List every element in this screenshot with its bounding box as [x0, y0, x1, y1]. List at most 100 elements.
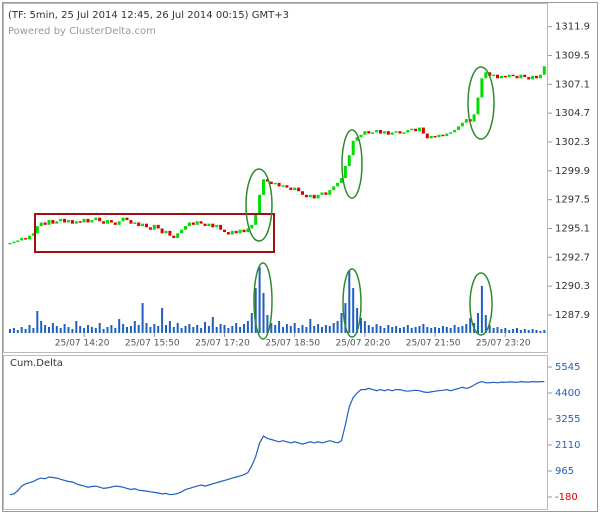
volume-bar — [391, 327, 394, 333]
candle — [464, 119, 468, 123]
candle — [145, 223, 148, 228]
y-tick-label: 1304.7 — [555, 108, 590, 119]
volume-bar — [75, 321, 78, 333]
volume-bar — [492, 328, 495, 333]
candle — [90, 220, 94, 223]
candle — [187, 222, 191, 227]
candle — [285, 185, 289, 188]
candle — [67, 220, 70, 223]
highlight-ellipse — [469, 272, 493, 336]
candle — [515, 75, 519, 79]
volume-bar — [28, 325, 31, 333]
volume-bar — [215, 327, 218, 333]
volume-bar — [324, 325, 327, 333]
volume-bar — [176, 323, 179, 333]
candle — [74, 221, 78, 224]
volume-bar — [149, 327, 152, 333]
volume-bar — [200, 328, 203, 333]
marks: 1311.9 1309.5 1307.1 1304.7 1302.3 1299.9 1297… — [8, 22, 590, 503]
volume-bar — [83, 328, 86, 333]
y-tick-label: 1307.1 — [555, 79, 590, 90]
candle — [293, 187, 297, 191]
candle — [273, 182, 277, 185]
y-tick-label: 1302.3 — [555, 137, 590, 148]
candle — [8, 242, 12, 245]
volume-bar — [12, 328, 15, 333]
candle — [371, 132, 375, 134]
candle — [269, 181, 273, 185]
volume-bar — [184, 326, 187, 333]
candle — [531, 75, 535, 80]
volume-bar — [328, 326, 331, 333]
volume-bar — [243, 324, 245, 333]
candle — [195, 221, 199, 225]
candle — [94, 217, 98, 221]
candle — [176, 233, 180, 239]
volume-bar — [133, 321, 136, 333]
x-tick-label: 25/07 15:50 — [125, 339, 180, 349]
candle — [141, 223, 145, 227]
x-tick-label: 25/07 21:50 — [406, 339, 461, 349]
volume-bar — [399, 328, 401, 333]
volume-bar — [87, 325, 89, 333]
candle — [199, 221, 203, 224]
candle — [137, 222, 141, 227]
volume-bar — [402, 327, 405, 333]
candle — [445, 133, 449, 136]
volume-bar — [395, 326, 398, 333]
volume-bar — [204, 322, 206, 333]
candle — [106, 220, 109, 224]
volume-bar — [367, 325, 370, 333]
candle — [246, 228, 250, 233]
volume-bar — [508, 330, 511, 333]
candle — [117, 221, 121, 225]
candle — [262, 179, 265, 195]
y-tick-label: 965 — [555, 466, 574, 477]
volume-bar — [231, 326, 234, 333]
volume-bar — [59, 328, 62, 333]
candle — [28, 235, 31, 240]
candle — [277, 182, 281, 187]
volume-bar — [332, 323, 335, 333]
volume-bar — [313, 326, 316, 333]
highlight-ellipse — [467, 66, 495, 140]
volume-bar — [293, 323, 296, 333]
candle — [109, 220, 113, 223]
candle — [523, 74, 527, 78]
candle — [382, 131, 386, 134]
volume-bar — [239, 327, 242, 333]
candle — [133, 222, 137, 224]
candle — [31, 233, 35, 236]
candle — [406, 129, 410, 133]
volume-bar — [122, 324, 125, 333]
volume-bar — [126, 327, 128, 333]
candle — [250, 224, 254, 229]
candle — [20, 238, 24, 241]
volume-bar — [282, 327, 284, 333]
volume-bar — [360, 318, 362, 333]
candle — [480, 78, 484, 98]
volume-bar — [94, 328, 97, 333]
volume-bar — [55, 326, 58, 333]
volume-bar — [157, 326, 160, 333]
volume-bar — [438, 328, 440, 333]
volume-bar — [504, 328, 507, 333]
volume-bar — [110, 325, 113, 333]
candle — [488, 72, 492, 76]
volume-bar — [106, 327, 109, 333]
volume-bar — [262, 293, 265, 333]
volume-bar — [153, 324, 156, 333]
volume-bar — [165, 325, 167, 333]
candle — [351, 140, 355, 156]
volume-bar — [363, 321, 366, 333]
candle — [320, 192, 324, 195]
candle — [332, 186, 336, 191]
volume-bar — [285, 324, 288, 333]
candle — [499, 75, 503, 79]
volume-bar — [192, 327, 195, 333]
volume-bar — [516, 328, 518, 333]
volume-bar — [519, 330, 522, 333]
candle — [527, 77, 531, 80]
volume-bar — [469, 318, 472, 333]
